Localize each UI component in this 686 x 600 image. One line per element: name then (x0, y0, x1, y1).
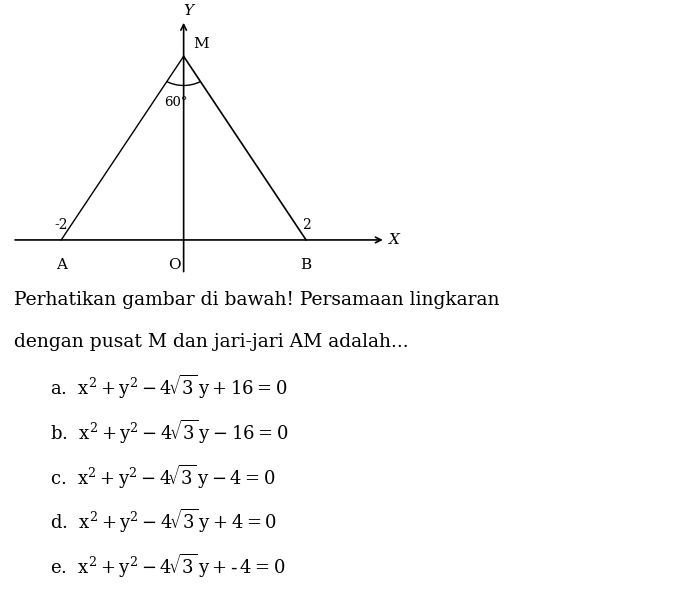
Text: X: X (389, 233, 399, 247)
Text: A: A (56, 259, 67, 272)
Text: 60°: 60° (165, 96, 188, 109)
Text: B: B (300, 259, 311, 272)
Text: O: O (168, 259, 181, 272)
Text: e.  $\mathregular{x^2 + y^2 - 4\!\sqrt{3}\, y + \text{-}\, 4 = 0}$: e. $\mathregular{x^2 + y^2 - 4\!\sqrt{3}… (50, 552, 285, 580)
Text: dengan pusat M dan jari-jari AM adalah...: dengan pusat M dan jari-jari AM adalah..… (14, 333, 408, 351)
Text: c.  $\mathregular{x^2 + y^2 - 4\!\sqrt{3}\, y - 4 = 0}$: c. $\mathregular{x^2 + y^2 - 4\!\sqrt{3}… (50, 463, 276, 491)
Text: M: M (193, 37, 209, 51)
Text: Perhatikan gambar di bawah! Persamaan lingkaran: Perhatikan gambar di bawah! Persamaan li… (14, 291, 499, 309)
Text: Y: Y (183, 4, 193, 19)
Text: d.  $\mathregular{x^2 + y^2 - 4\!\sqrt{3}\, y + 4 = 0}$: d. $\mathregular{x^2 + y^2 - 4\!\sqrt{3}… (50, 507, 277, 535)
Text: a.  $\mathregular{x^2 + y^2 - 4\!\sqrt{3}\, y + 16 = 0}$: a. $\mathregular{x^2 + y^2 - 4\!\sqrt{3}… (50, 373, 287, 401)
Text: b.  $\mathregular{x^2 + y^2 - 4\!\sqrt{3}\, y - 16 = 0}$: b. $\mathregular{x^2 + y^2 - 4\!\sqrt{3}… (50, 418, 288, 446)
Text: -2: -2 (54, 218, 68, 232)
Text: 2: 2 (302, 218, 311, 232)
